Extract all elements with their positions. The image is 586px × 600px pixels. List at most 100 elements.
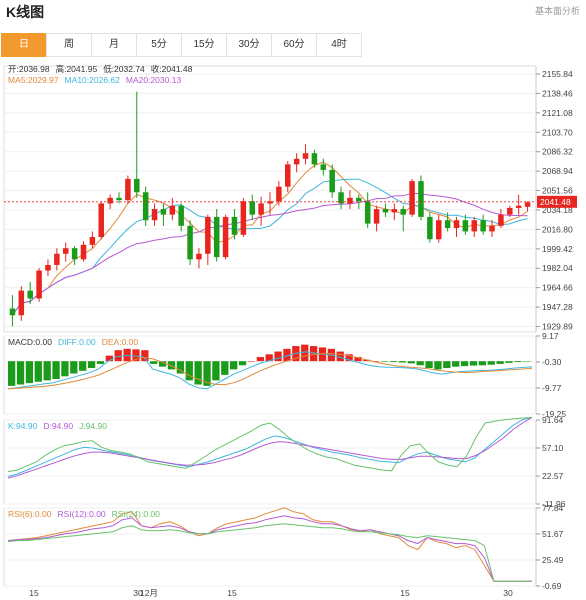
candle-body [178, 205, 184, 226]
candle-body [27, 290, 33, 299]
candle-body [400, 209, 406, 215]
macd-bar [363, 359, 371, 362]
candle-body [498, 214, 504, 226]
x-tick-label: 15 [29, 588, 39, 598]
macd-legend-item: MACD:0.00 [8, 337, 52, 347]
candle-body [169, 205, 176, 215]
price-tick-label: 2121.08 [542, 108, 573, 118]
rsi-legend-item: RSI(24):0.00 [112, 509, 160, 519]
price-tick-label: 2138.46 [542, 88, 573, 98]
price-tick-label: 2016.80 [542, 224, 573, 234]
macd-bar [434, 361, 442, 370]
candle-body [80, 244, 87, 260]
macd-bar [460, 361, 469, 367]
candle-body [418, 181, 424, 217]
price-tick-label: 2068.94 [542, 166, 573, 176]
candle-body [151, 209, 158, 221]
rsi-tick-label: -0.69 [542, 581, 562, 591]
candle-body [382, 209, 389, 213]
candle-body [329, 169, 335, 193]
candle-body [364, 201, 371, 224]
macd-bar [8, 361, 16, 386]
candle-body [134, 178, 140, 193]
tab-15min[interactable]: 15分 [181, 33, 227, 57]
rsi-tick-label: 25.49 [542, 555, 564, 565]
price-tick-label: 1982.04 [542, 263, 573, 273]
candle-body [249, 201, 255, 215]
macd-bar [523, 361, 531, 362]
kdj-tick-label: 57.10 [542, 443, 564, 453]
price-tick-label: 2086.32 [542, 147, 573, 157]
candle-body [62, 248, 69, 254]
candle-body [471, 220, 478, 232]
macd-bar [87, 361, 96, 369]
candle-body [89, 237, 96, 245]
rsi-tick-label: 51.67 [542, 529, 564, 539]
macd-bar [79, 361, 87, 371]
candle-body [36, 270, 42, 299]
macd-bar [43, 361, 51, 381]
candle-body [107, 197, 113, 204]
macd-bar [238, 361, 247, 366]
ohlc-legend-item: 低:2032.74 [103, 64, 145, 74]
tab-4hour[interactable]: 4时 [316, 33, 362, 57]
candle-body [258, 203, 264, 215]
macd-bar [336, 351, 344, 362]
candle-body [45, 264, 51, 271]
candle-body [507, 207, 513, 215]
kdj-tick-label: 91.64 [542, 415, 564, 425]
macd-bar [141, 350, 149, 362]
fundamental-analysis-link[interactable]: 基本面分析 [534, 6, 580, 16]
candle-body [54, 253, 60, 265]
rsi-legend-item: RSI(6):0.00 [8, 509, 52, 519]
kdj-legend-item: D:94.90 [43, 421, 73, 431]
candle-body [435, 220, 442, 240]
macd-bar [469, 361, 478, 366]
macd-bar [52, 361, 60, 380]
macd-tick-label: -0.30 [542, 357, 562, 367]
macd-bar [496, 361, 504, 364]
price-tick-label: 2034.18 [542, 205, 573, 215]
dea-line [7, 353, 533, 390]
page-title: K线图 [6, 4, 45, 20]
macd-bar [487, 361, 495, 365]
candle-body [427, 216, 433, 240]
ohlc-legend-item: 开:2036.98 [8, 64, 50, 74]
macd-bar [309, 346, 318, 362]
macd-bar [443, 361, 451, 369]
tab-month[interactable]: 月 [91, 33, 137, 57]
rsi-legend-item: RSI(12):0.00 [57, 509, 105, 519]
price-tick-label: 2155.84 [542, 69, 573, 79]
ohlc-legend: 开:2036.98 高:2041.95 低:2032.74 收:2041.48 [8, 64, 193, 74]
kdj-frame [3, 419, 537, 505]
macd-bar [212, 361, 220, 381]
kdj-line-j [7, 416, 533, 473]
macd-frame [3, 335, 537, 415]
ma-legend-item: MA10:2026.62 [65, 75, 121, 85]
macd-bar [158, 361, 167, 367]
price-tick-label: 1947.28 [542, 302, 573, 312]
macd-bar [176, 361, 185, 374]
kdj-tick-label: 22.57 [542, 471, 564, 481]
macd-bar [301, 344, 309, 362]
macd-bar [105, 355, 113, 362]
macd-bar [416, 361, 424, 366]
macd-bar [407, 361, 415, 364]
candle-body [515, 205, 522, 208]
macd-bar [283, 348, 291, 362]
tab-5min[interactable]: 5分 [136, 33, 182, 57]
candle-body [267, 201, 273, 204]
candle-body [71, 248, 78, 260]
candle-body [213, 216, 220, 258]
x-tick-label: 15 [400, 588, 410, 598]
candle-body [222, 216, 229, 258]
candle-body [231, 216, 238, 235]
macd-bar [185, 361, 193, 381]
last-price-label: 2041.48 [540, 197, 571, 207]
candle-body [373, 209, 380, 224]
candle-body [276, 186, 282, 202]
rsi-line-2 [7, 523, 532, 582]
last-price-box [537, 195, 577, 208]
period-tabs: 日 周 月 5分 15分 30分 60分 4时 [1, 33, 362, 57]
